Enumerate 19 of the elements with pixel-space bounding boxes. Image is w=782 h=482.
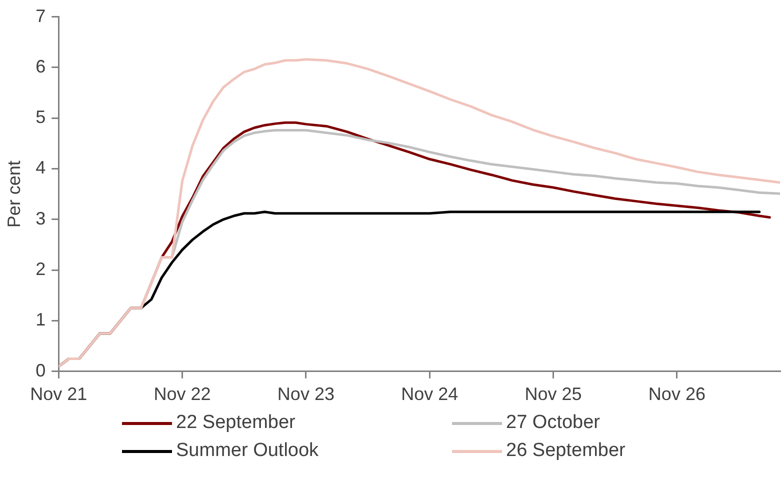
- y-tick-label: 2: [36, 259, 46, 280]
- y-axis-title: Per cent: [4, 160, 24, 228]
- x-tick-label: Nov 25: [524, 384, 582, 404]
- y-tick-label: 5: [36, 107, 46, 128]
- legend-label: Summer Outlook: [176, 440, 319, 462]
- x-tick-label: Nov 23: [277, 384, 334, 404]
- y-tick-label: 1: [36, 310, 46, 330]
- legend-label: 27 October: [506, 412, 600, 434]
- x-tick-label: Nov 21: [30, 384, 88, 404]
- legend-label: 22 September: [176, 412, 296, 434]
- y-tick-label: 4: [36, 158, 46, 178]
- y-tick-label: 7: [36, 6, 46, 26]
- x-tick-label: Nov 26: [648, 384, 706, 404]
- legend-label: 26 September: [506, 440, 626, 462]
- x-tick-label: Nov 24: [401, 384, 458, 404]
- y-tick-label: 6: [36, 56, 46, 76]
- y-tick-label: 3: [36, 208, 46, 228]
- y-tick-label: 0: [36, 360, 46, 380]
- x-tick-label: Nov 22: [154, 384, 211, 404]
